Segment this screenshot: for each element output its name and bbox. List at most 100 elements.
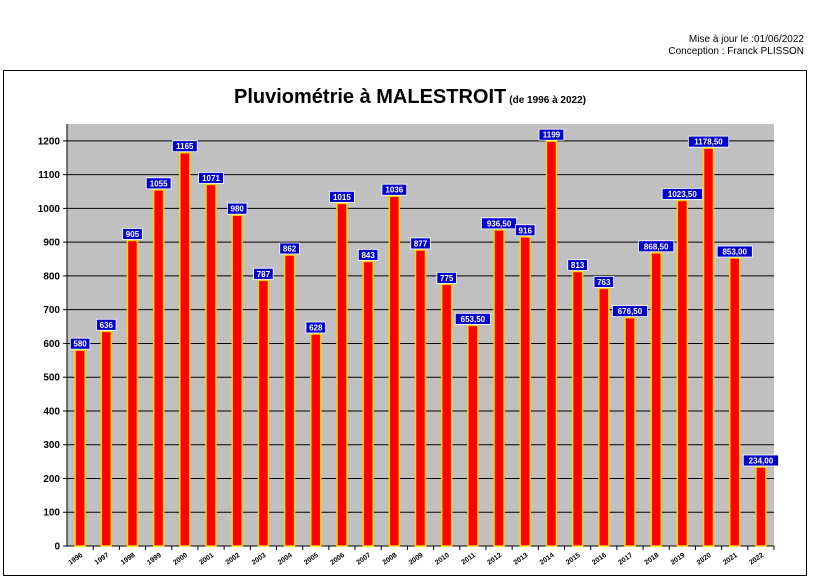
data-label-box [122,228,143,240]
x-tick-label: 1999 [146,552,163,567]
data-label: 862 [283,244,297,253]
x-tick-label: 2009 [408,552,425,567]
bar-2009 [414,249,427,547]
y-tick-label: 400 [43,406,60,417]
x-tick-label: 2008 [382,552,399,567]
bar-2021 [728,257,741,547]
bar-2002 [231,214,243,547]
data-label: 980 [231,205,245,214]
data-label: 936,50 [487,219,512,228]
bar-2004 [283,254,296,547]
data-label-box [198,172,224,184]
x-tick-label: 2012 [486,552,503,567]
chart-title: Pluviométrie à MALESTROIT [234,86,507,108]
data-label: 775 [440,274,454,283]
data-label: 1015 [333,193,351,202]
x-tick-label: 2006 [329,552,346,567]
data-label-box [357,249,379,261]
data-label-box [716,245,753,258]
bar-2018 [650,252,662,547]
y-tick-label: 1200 [38,136,61,147]
y-tick-label: 0 [54,542,60,553]
x-tick-label: 2003 [251,552,268,567]
y-tick-label: 700 [43,305,60,316]
bar-2008 [388,195,401,547]
bar-2003 [257,279,270,547]
data-label-box [611,305,648,318]
data-label: 1178,50 [694,138,723,147]
x-tick-label: 2022 [748,552,765,567]
data-label: 653,50 [461,315,486,324]
y-tick-label: 800 [43,271,60,282]
bar-2013 [519,236,531,547]
y-tick-label: 300 [43,440,60,451]
data-label-box [305,321,326,334]
data-label: 1199 [543,131,561,140]
data-label-box [436,271,457,284]
bar-2014 [545,140,558,547]
bar-2016 [598,287,610,547]
bar-2012 [493,229,505,547]
data-label: 676,50 [618,307,643,316]
data-label: 868,50 [644,242,669,251]
bar-1996 [74,349,86,547]
data-label: 813 [571,261,585,270]
data-label-box [454,312,491,325]
data-label: 1023,50 [668,190,697,199]
data-label: 853,00 [722,248,747,257]
data-label: 763 [597,278,611,287]
data-label: 580 [73,340,87,349]
x-tick-label: 2014 [539,552,556,567]
data-label-box [172,140,198,153]
data-label: 905 [126,230,140,239]
update-date: Mise à jour le :01/06/2022 [688,34,804,45]
bar-2020 [702,147,715,547]
data-label: 843 [361,251,375,260]
data-label: 1071 [202,174,220,183]
x-tick-label: 2005 [303,552,320,567]
bar-2005 [310,333,322,547]
x-tick-label: 2002 [225,552,242,567]
update-info: Mise à jour le :01/06/2022 Conception : … [668,34,804,58]
data-label-box [742,454,779,467]
x-tick-label: 2010 [434,552,451,567]
bar-2015 [571,270,584,547]
data-label-box [227,202,248,215]
bar-2011 [467,324,479,547]
data-label-box [145,177,172,190]
data-label: 1165 [176,142,194,151]
x-tick-label: 1996 [67,552,84,567]
y-tick-label: 500 [43,373,60,384]
data-label-box [329,190,355,203]
data-label: 916 [519,226,533,235]
y-tick-label: 1100 [38,170,60,181]
x-tick-label: 1998 [120,552,137,567]
chart-title-block: Pluviométrie à MALESTROIT (de 1996 à 2022… [0,86,820,109]
data-label-box [69,337,91,350]
x-tick-label: 2013 [513,552,530,567]
bar-2017 [624,316,636,547]
bar-2007 [362,260,374,547]
data-label-box [410,237,431,250]
data-label-box [567,259,588,271]
x-tick-label: 2021 [722,552,739,567]
x-tick-label: 2011 [461,552,478,567]
data-label: 628 [309,323,323,332]
bar-2001 [205,183,217,547]
data-label-box [661,188,703,200]
y-tick-label: 900 [43,238,60,249]
y-tick-label: 100 [43,508,60,519]
data-label-box [481,217,518,230]
data-label: 787 [257,270,271,279]
data-label-box [538,128,565,141]
data-label: 1055 [150,179,168,188]
data-label-box [253,267,274,280]
y-tick-label: 1000 [38,204,61,215]
data-label: 877 [414,239,428,248]
data-label-box [638,240,675,253]
bar-1999 [152,189,165,547]
x-tick-label: 2019 [670,552,687,567]
x-tick-label: 2016 [591,552,608,567]
y-tick-label: 600 [43,339,60,350]
data-label: 234,00 [749,457,774,466]
